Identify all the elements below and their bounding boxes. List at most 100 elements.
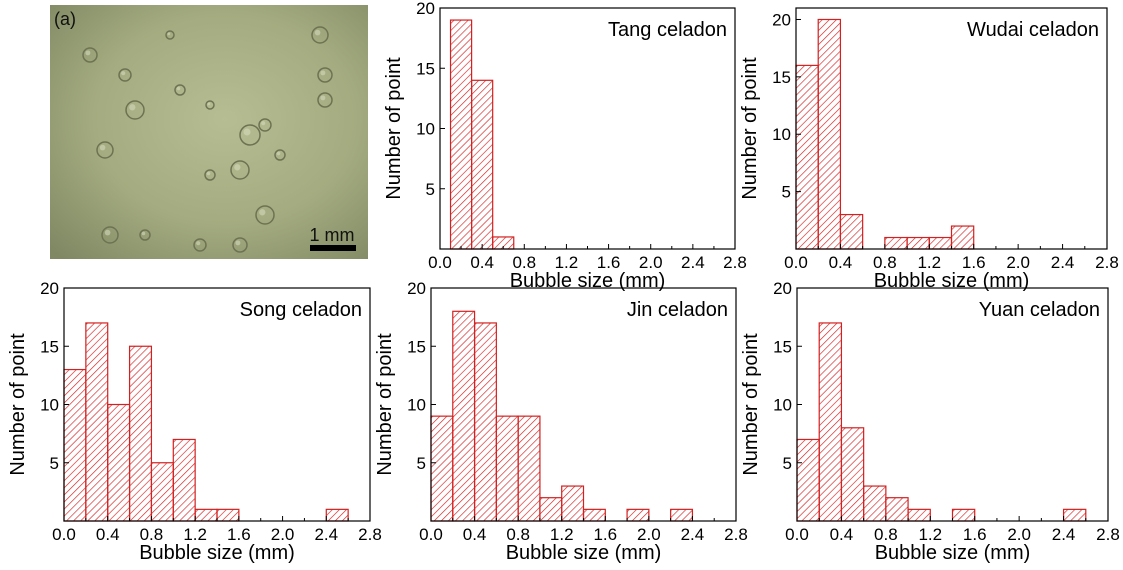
bubble [255, 205, 275, 225]
histogram-bar [795, 64, 819, 250]
y-tick-label: 20 [773, 279, 792, 298]
y-tick-label: 20 [772, 10, 791, 29]
chart-title: Yuan celadon [979, 299, 1100, 321]
x-tick-label: 0.0 [785, 525, 809, 544]
bubble [96, 141, 114, 159]
chart-title: Jin celadon [627, 299, 728, 321]
plot-frame [795, 7, 1108, 250]
histogram-bar [1062, 508, 1087, 522]
x-tick-label: 0.0 [419, 525, 443, 544]
x-tick-label: 2.8 [1096, 525, 1120, 544]
histogram-bar [561, 485, 585, 522]
x-tick-label: 0.4 [829, 253, 853, 272]
histogram-bar [495, 415, 519, 522]
histogram-bar [430, 415, 454, 522]
scale-bar-label: 1 mm [310, 225, 355, 245]
bubble-highlight [235, 240, 241, 246]
x-tick-label: 0.8 [874, 525, 898, 544]
bubble [193, 238, 207, 252]
x-tick-label: 2.8 [723, 253, 747, 272]
bubble-highlight [196, 241, 201, 246]
histogram-bar [517, 415, 541, 522]
bubble [205, 100, 215, 110]
histogram-bar [928, 236, 953, 250]
x-tick-label: 2.0 [1007, 525, 1031, 544]
histogram-bar [216, 508, 240, 522]
y-tick-label: 15 [773, 337, 792, 356]
x-tick-label: 0.4 [96, 525, 120, 544]
y-tick-label: 10 [407, 396, 426, 415]
y-tick-label: 20 [40, 279, 59, 298]
bubble-group [82, 26, 333, 253]
micrograph-image: (a) 1 mm [50, 5, 368, 259]
x-axis-label: Bubble size (mm) [139, 542, 295, 564]
bubble [139, 229, 151, 241]
y-tick-label: 5 [426, 180, 435, 199]
bubble-highlight [121, 71, 126, 76]
y-tick-label: 15 [40, 337, 59, 356]
y-tick-label: 5 [782, 183, 791, 202]
x-tick-label: 1.6 [597, 253, 621, 272]
histogram-bar [107, 403, 131, 522]
bubble-highlight [167, 32, 171, 36]
x-tick-label: 2.8 [1095, 253, 1119, 272]
micrograph-background [50, 5, 368, 259]
bubble-highlight [129, 104, 136, 111]
scale-bar [310, 245, 356, 251]
y-axis-label: Number of point [374, 333, 396, 476]
bubble [239, 124, 261, 146]
x-tick-label: 0.8 [512, 253, 536, 272]
x-axis-label: Bubble size (mm) [874, 270, 1030, 292]
y-tick-label: 10 [416, 120, 435, 139]
chart-0: 0.0 0.4 0.8 1.2 1.6 2.0 2.4 2.8 5 10 15 20 Tang cela… [383, 0, 747, 292]
x-tick-label: 2.0 [271, 525, 295, 544]
x-tick-label: 2.4 [1051, 253, 1075, 272]
histogram-bar [840, 427, 865, 522]
x-tick-label: 2.4 [681, 525, 705, 544]
y-axis-label: Number of point [739, 57, 761, 200]
bubble [174, 84, 186, 96]
y-tick-label: 5 [783, 454, 792, 473]
x-tick-label: 1.2 [555, 253, 579, 272]
bubble-highlight [206, 171, 211, 176]
y-axis-label: Number of point [383, 57, 405, 200]
x-tick-label: 0.8 [140, 525, 164, 544]
bubble-highlight [320, 70, 326, 76]
bubble-highlight [207, 102, 211, 106]
bubble [125, 100, 145, 120]
y-tick-label: 15 [772, 68, 791, 87]
histogram-bar [172, 438, 196, 522]
chart-3: 0.0 0.4 0.8 1.2 1.6 2.0 2.4 2.8 5 10 15 20 Jin celad… [374, 279, 748, 564]
x-axis-label: Bubble size (mm) [875, 542, 1031, 564]
x-tick-label: 1.2 [550, 525, 574, 544]
bubble [258, 118, 272, 132]
bubble [101, 226, 119, 244]
y-axis-label: Number of point [740, 333, 762, 476]
histogram-bar [863, 485, 887, 522]
x-tick-label: 2.4 [1052, 525, 1076, 544]
x-tick-label: 1.6 [963, 525, 987, 544]
y-axis-label: Number of point [7, 333, 29, 476]
chart-1: 0.0 0.4 0.8 1.2 1.6 2.0 2.4 2.8 5 10 15 20 Wudai cel… [739, 7, 1119, 292]
y-tick-label: 20 [416, 0, 435, 18]
x-tick-label: 2.4 [681, 253, 705, 272]
x-tick-label: 1.2 [183, 525, 207, 544]
bubble-highlight [85, 50, 91, 56]
histogram-bar [128, 345, 153, 522]
y-tick-label: 10 [40, 396, 59, 415]
y-tick-label: 20 [407, 279, 426, 298]
x-tick-label: 1.6 [593, 525, 617, 544]
x-tick-label: 2.4 [314, 525, 338, 544]
bubble-highlight [261, 121, 266, 126]
bubble-highlight [176, 86, 181, 91]
histogram-bar [885, 497, 909, 522]
y-tick-label: 5 [417, 454, 426, 473]
bubble-highlight [320, 95, 326, 101]
x-tick-label: 2.0 [1006, 253, 1030, 272]
x-tick-label: 0.8 [873, 253, 897, 272]
histogram-bar [796, 438, 820, 522]
bubble [317, 92, 333, 108]
bubble-highlight [104, 229, 111, 236]
bubble [232, 237, 248, 253]
panel-label: (a) [54, 9, 76, 29]
